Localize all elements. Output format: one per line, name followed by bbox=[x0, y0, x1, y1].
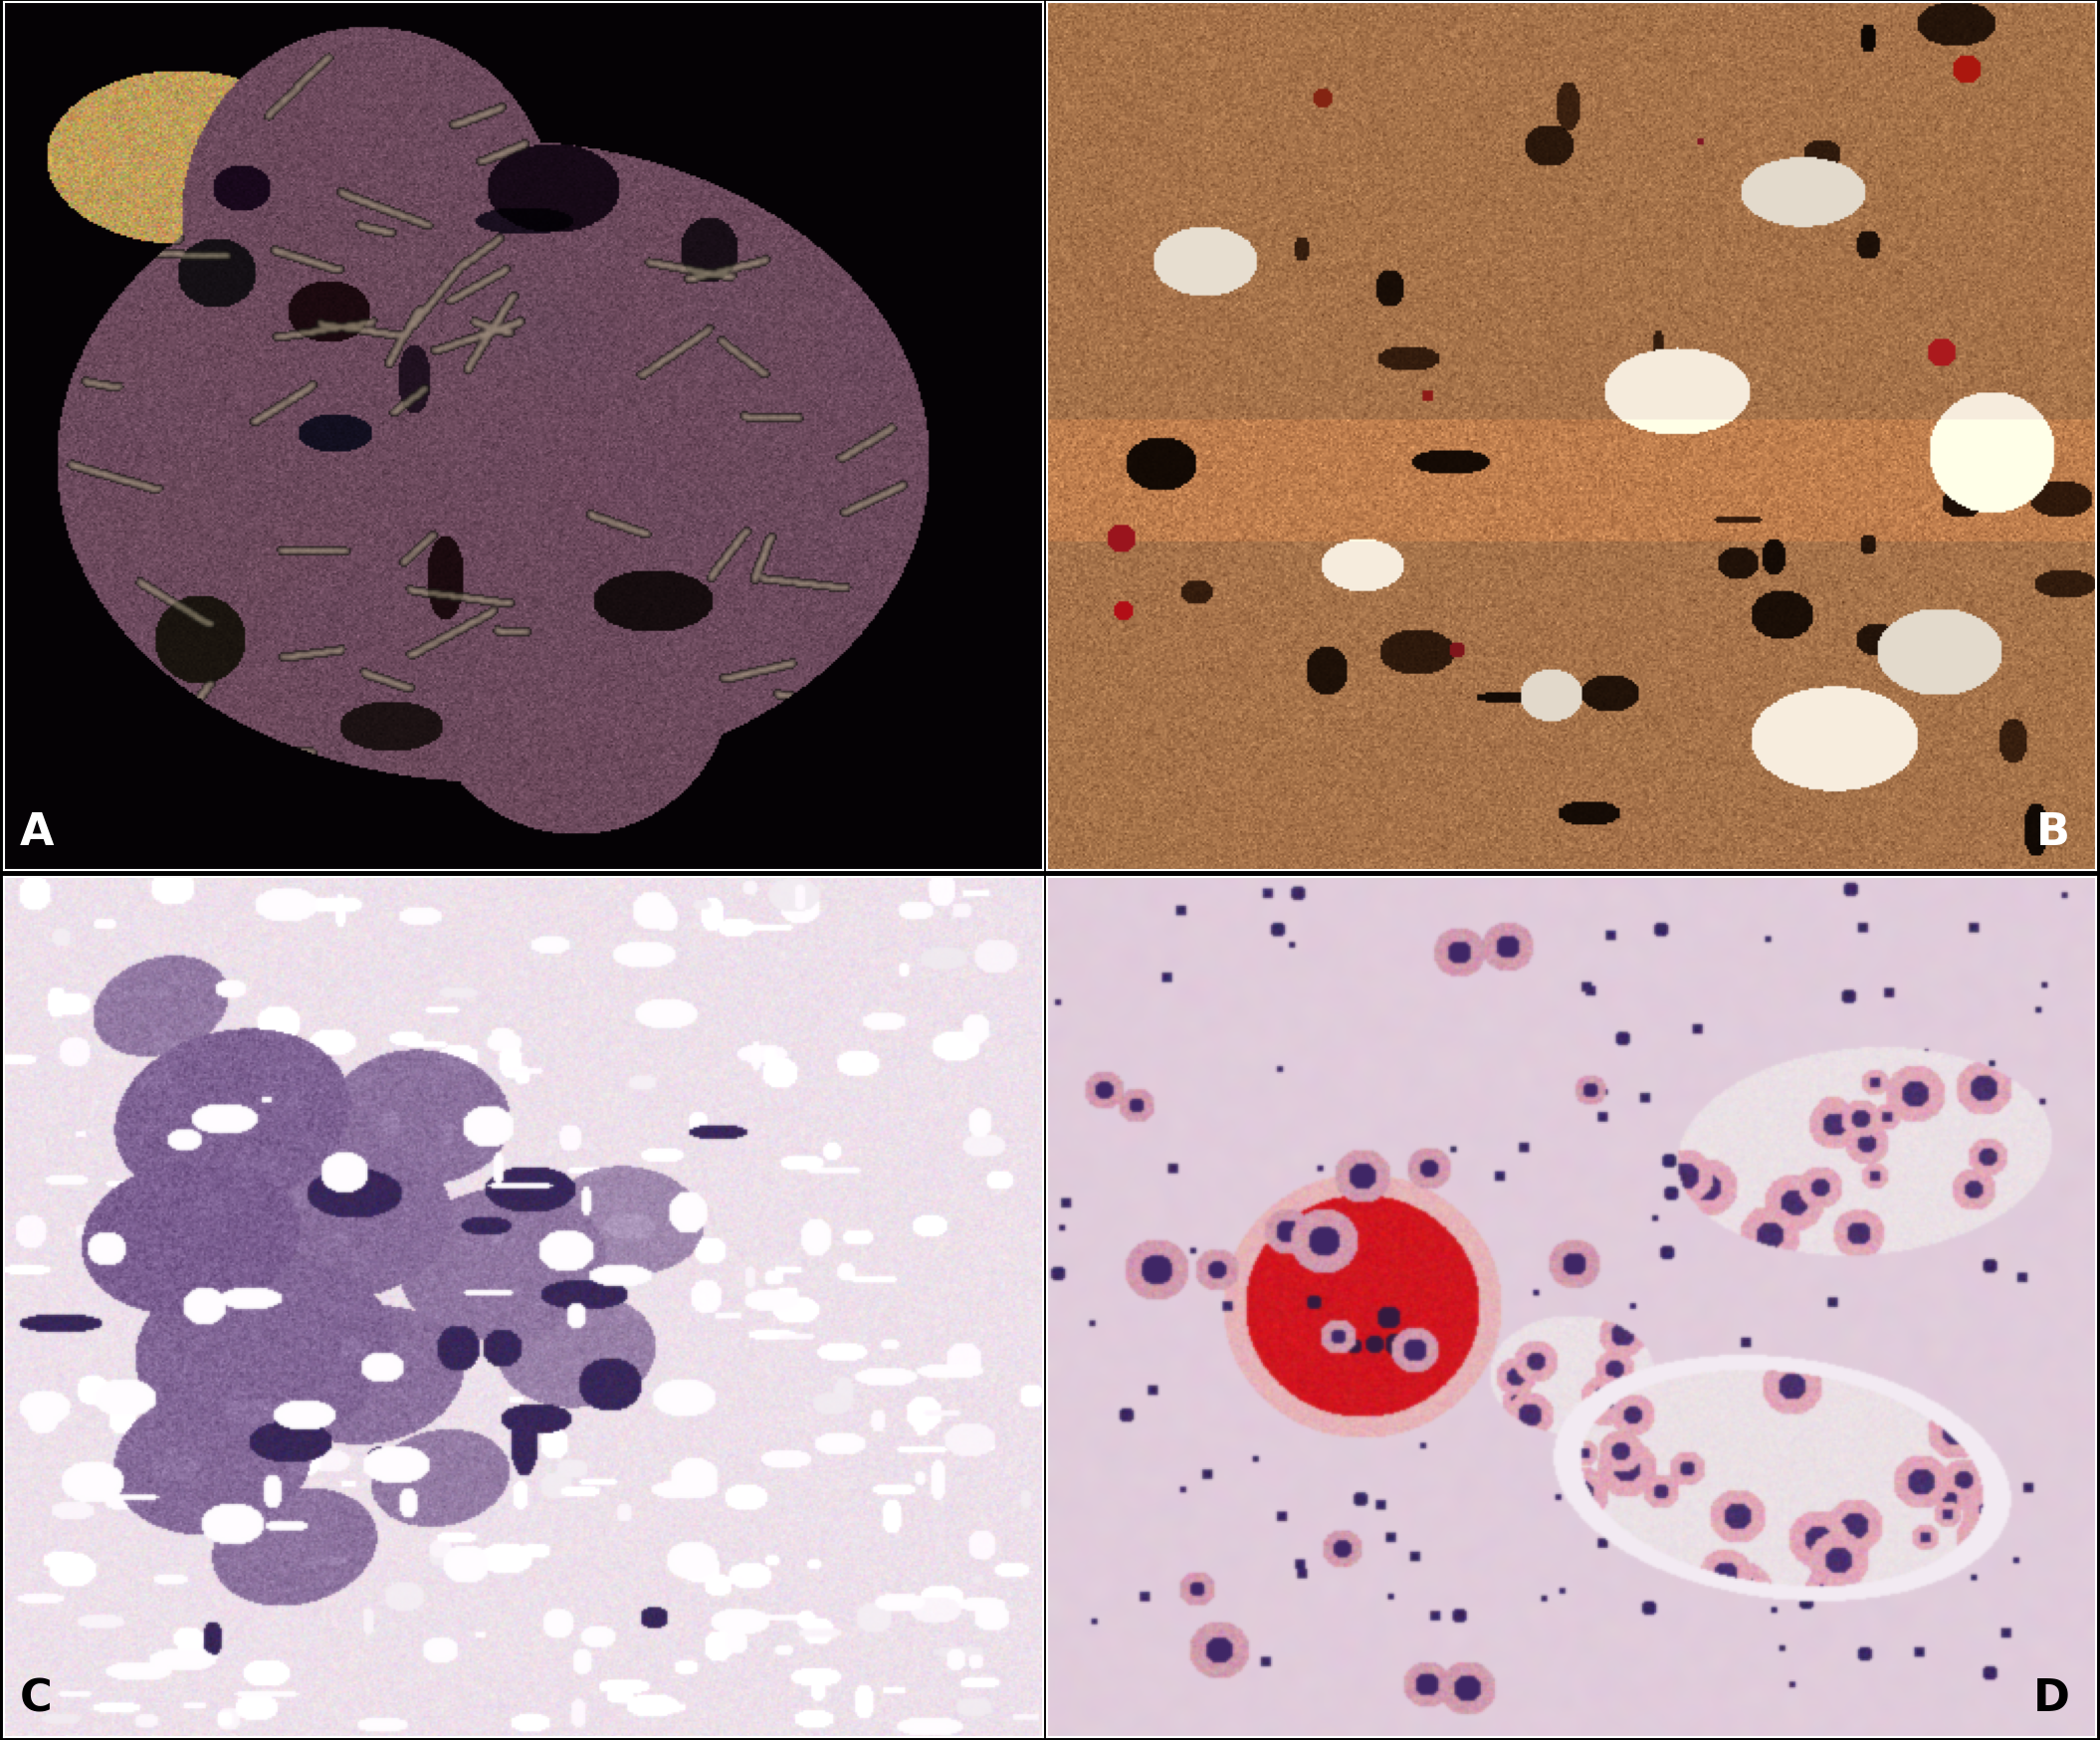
Text: B: B bbox=[2035, 811, 2071, 854]
Text: A: A bbox=[19, 811, 55, 854]
Text: C: C bbox=[19, 1677, 52, 1719]
Text: D: D bbox=[2033, 1677, 2071, 1719]
